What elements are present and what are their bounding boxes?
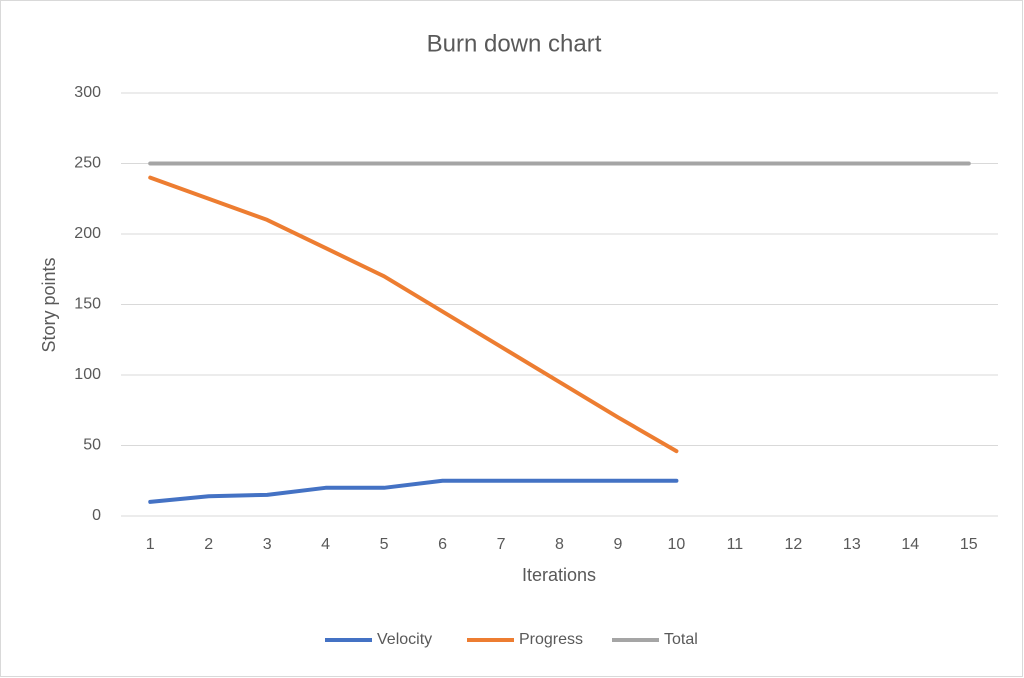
x-tick-label: 2 <box>204 536 213 553</box>
x-tick-label: 5 <box>380 536 389 553</box>
y-axis-title: Story points <box>39 257 59 352</box>
x-tick-label: 10 <box>668 536 686 553</box>
x-tick-label: 12 <box>784 536 802 553</box>
x-tick-label: 6 <box>438 536 447 553</box>
y-tick-label: 50 <box>83 437 101 454</box>
legend-label: Progress <box>519 631 583 648</box>
series-line <box>148 478 679 504</box>
x-tick-label: 13 <box>843 536 861 553</box>
y-tick-label: 250 <box>74 155 101 172</box>
x-tick-label: 1 <box>146 536 155 553</box>
y-tick-label: 100 <box>74 366 101 383</box>
x-tick-label: 8 <box>555 536 564 553</box>
x-tick-label: 11 <box>727 536 744 553</box>
y-tick-label: 300 <box>74 84 101 101</box>
y-tick-label: 0 <box>92 507 101 524</box>
y-tick-label: 150 <box>74 296 101 313</box>
x-tick-label: 14 <box>901 536 919 553</box>
x-tick-label: 4 <box>321 536 330 553</box>
chart-title: Burn down chart <box>427 30 602 57</box>
x-axis-title: Iterations <box>522 565 596 585</box>
x-tick-label: 15 <box>960 536 978 553</box>
x-tick-label: 7 <box>497 536 506 553</box>
legend-label: Velocity <box>377 631 432 648</box>
series-line <box>148 175 679 454</box>
x-tick-label: 3 <box>263 536 272 553</box>
x-tick-label: 9 <box>614 536 623 553</box>
y-tick-label: 200 <box>74 225 101 242</box>
legend-label: Total <box>664 631 698 648</box>
